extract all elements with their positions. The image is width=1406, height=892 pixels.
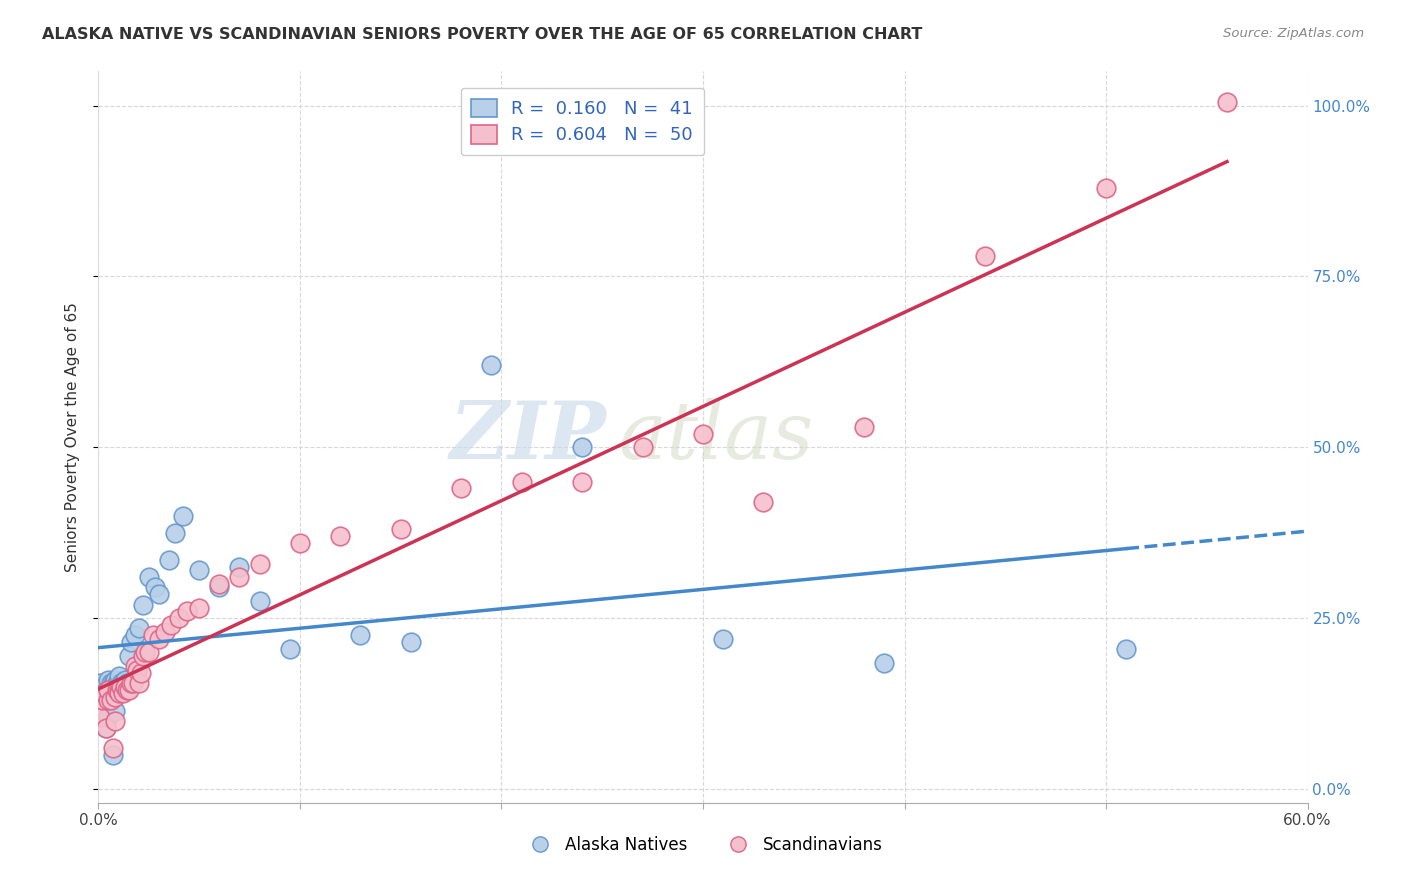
Point	[107, 686, 129, 700]
Point	[160, 618, 183, 632]
Point	[167, 611, 190, 625]
Point	[120, 676, 142, 690]
Point	[97, 693, 120, 707]
Text: ZIP: ZIP	[450, 399, 606, 475]
Point	[124, 628, 146, 642]
Point	[208, 577, 231, 591]
Point	[107, 681, 129, 695]
Point	[105, 676, 128, 690]
Point	[278, 642, 301, 657]
Point	[1095, 180, 1118, 194]
Point	[100, 676, 122, 690]
Point	[228, 570, 250, 584]
Point	[93, 686, 115, 700]
Point	[107, 683, 129, 698]
Point	[103, 673, 125, 687]
Point	[163, 525, 186, 540]
Point	[103, 704, 125, 718]
Point	[510, 475, 533, 489]
Point	[631, 440, 654, 454]
Point	[97, 683, 120, 698]
Point	[91, 693, 114, 707]
Point	[132, 648, 155, 663]
Point	[148, 632, 170, 646]
Point	[96, 721, 118, 735]
Point	[208, 581, 231, 595]
Point	[176, 604, 198, 618]
Point	[188, 601, 211, 615]
Point	[129, 665, 152, 680]
Point	[97, 673, 120, 687]
Point	[288, 536, 311, 550]
Point	[118, 648, 141, 663]
Point	[100, 693, 122, 707]
Point	[115, 676, 138, 690]
Point	[153, 624, 176, 639]
Point	[249, 557, 271, 571]
Point	[138, 570, 160, 584]
Point	[329, 529, 352, 543]
Point	[853, 420, 876, 434]
Point	[692, 426, 714, 441]
Point	[124, 659, 146, 673]
Point	[132, 598, 155, 612]
Point	[128, 676, 150, 690]
Point	[172, 508, 194, 523]
Point	[110, 680, 132, 694]
Point	[97, 710, 120, 724]
Point	[125, 663, 148, 677]
Point	[114, 680, 136, 694]
Legend: Alaska Natives, Scandinavians: Alaska Natives, Scandinavians	[517, 829, 889, 860]
Point	[111, 686, 134, 700]
Point	[481, 359, 503, 373]
Point	[228, 560, 250, 574]
Point	[118, 683, 141, 698]
Point	[89, 676, 111, 690]
Point	[121, 676, 143, 690]
Point	[157, 553, 180, 567]
Point	[142, 628, 165, 642]
Point	[974, 249, 997, 263]
Point	[103, 690, 125, 704]
Point	[249, 594, 271, 608]
Point	[143, 581, 166, 595]
Point	[134, 645, 156, 659]
Point	[711, 632, 734, 646]
Point	[389, 522, 412, 536]
Point	[1216, 95, 1239, 109]
Point	[89, 710, 111, 724]
Y-axis label: Seniors Poverty Over the Age of 65: Seniors Poverty Over the Age of 65	[65, 302, 80, 572]
Text: atlas: atlas	[619, 399, 814, 475]
Point	[128, 622, 150, 636]
Point	[752, 495, 775, 509]
Point	[138, 645, 160, 659]
Point	[93, 686, 115, 700]
Point	[96, 721, 118, 735]
Text: Source: ZipAtlas.com: Source: ZipAtlas.com	[1223, 27, 1364, 40]
Point	[188, 563, 211, 577]
Text: ALASKA NATIVE VS SCANDINAVIAN SENIORS POVERTY OVER THE AGE OF 65 CORRELATION CHA: ALASKA NATIVE VS SCANDINAVIAN SENIORS PO…	[42, 27, 922, 42]
Point	[571, 475, 593, 489]
Point	[105, 683, 128, 698]
Point	[1115, 642, 1137, 657]
Point	[101, 676, 124, 690]
Point	[115, 683, 138, 698]
Point	[91, 681, 114, 695]
Point	[107, 669, 129, 683]
Point	[349, 628, 371, 642]
Point	[110, 676, 132, 690]
Point	[101, 747, 124, 762]
Point	[873, 656, 896, 670]
Point	[148, 587, 170, 601]
Point	[114, 673, 136, 687]
Point	[120, 635, 142, 649]
Point	[571, 440, 593, 454]
Point	[101, 741, 124, 756]
Point	[103, 714, 125, 728]
Point	[399, 635, 422, 649]
Point	[111, 676, 134, 690]
Point	[450, 481, 472, 495]
